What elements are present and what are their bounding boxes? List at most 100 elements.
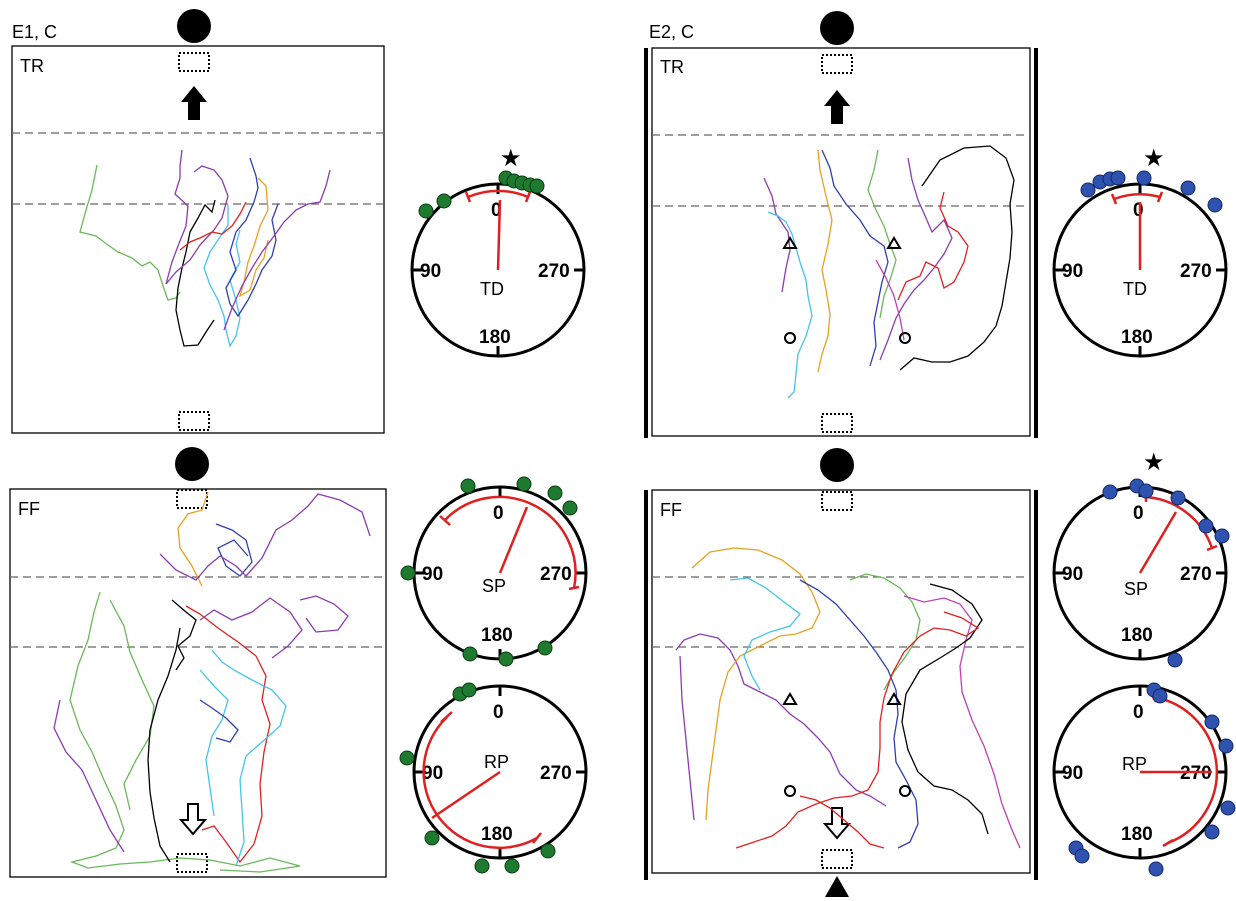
e2-tr-start-marker-icon: [784, 332, 796, 344]
e2-td-point: [1207, 197, 1223, 213]
e2-tr-box-top: [821, 54, 853, 74]
e2-sp-mean-vector: [1138, 511, 1178, 574]
e1-tr-track-cyan: [203, 205, 241, 348]
e1-tr-tracks: [79, 149, 331, 348]
e2-sp-data-points: [1102, 478, 1230, 668]
e2-td-label-90: 90: [1062, 261, 1083, 282]
e2-ff-track-red: [735, 611, 980, 849]
e1-ff-track-black2: [171, 599, 197, 671]
e2-rp-center-label: RP: [1122, 754, 1147, 774]
e2-rp-point: [1074, 848, 1090, 864]
e2-ff-box-top: [821, 491, 853, 511]
e1-rp-plot: 0 90 270 180 RP: [399, 682, 588, 874]
e2-ff-track-purple2: [679, 655, 695, 821]
e2-tr-track-black: [899, 145, 1015, 371]
e1-ff-track-cyan: [211, 649, 287, 867]
e2-ff-frame: [651, 489, 1031, 874]
e1-tr-arena: TR: [11, 45, 385, 434]
e1-tr-track-green: [79, 164, 181, 301]
e1-td-point: [436, 193, 452, 209]
e1-ff-light-icon: [175, 447, 209, 481]
e1-ff-tracks: [53, 491, 371, 873]
e1-tr-track-orange: [238, 177, 269, 298]
e2-sp-significance-icon: ★: [1143, 448, 1165, 476]
e2-rp-label-180: 180: [1121, 824, 1153, 845]
e1-sp-point: [462, 646, 478, 662]
e1-tr-track-blue: [225, 157, 279, 318]
e2-td-data-points: [1080, 170, 1223, 213]
e1-rp-mean-vector: [431, 770, 501, 820]
e1-ff-track-purple2: [159, 493, 371, 581]
e2-ff-start-marker-icon: [784, 785, 796, 797]
e1-tr-frame: [11, 45, 385, 434]
e2-ff-arena: FF: [644, 489, 1038, 897]
e1-sp-point: [562, 500, 578, 516]
e1-td-ci-arc: [467, 189, 529, 199]
e1-sp-data-points: [400, 476, 578, 667]
e2-tr-label: TR: [660, 57, 684, 77]
e1-ff-track-cyan2: [199, 669, 229, 817]
e2-td-point: [1180, 180, 1196, 196]
e2-sp-point: [1170, 490, 1186, 506]
e2-rp-point: [1204, 824, 1220, 840]
e2-rp-point: [1220, 800, 1236, 816]
e1-td-label-90: 90: [420, 261, 441, 282]
e1-rp-label-180: 180: [481, 824, 513, 845]
e2-tr-light-icon: [820, 11, 854, 45]
e2-td-significance-icon: ★: [1143, 144, 1165, 172]
e2-sp-center-label: SP: [1124, 579, 1148, 599]
e2-sp-label-270: 270: [1180, 564, 1212, 585]
e1-ff-track-orange: [177, 491, 209, 587]
e1-tr-track-purple: [165, 149, 229, 285]
e1-rp-ci-arc: [422, 716, 538, 849]
e1-ff-label: FF: [18, 499, 40, 519]
e1-ff-box-bottom: [176, 853, 208, 873]
e2-ff-exit-marker-icon: [825, 876, 849, 897]
e1-header: E1, C: [12, 22, 57, 42]
e2-td-ci-arc: [1113, 193, 1161, 201]
e1-sp-point: [516, 476, 532, 492]
e1-rp-ci-cap-right: [532, 832, 542, 844]
e2-td-point: [1080, 182, 1096, 198]
e1-rp-point: [399, 750, 415, 766]
e2-tr-track-blue: [821, 149, 889, 367]
e1-sp-mean-vector: [498, 506, 529, 574]
e1-td-label-0: 0: [491, 200, 502, 221]
e2-header: E2, C: [649, 22, 694, 42]
e2-td-point: [1110, 170, 1126, 186]
e2-ff-label: FF: [660, 500, 682, 520]
e2-ff-track-blue: [799, 579, 919, 849]
e2-tr-track-red: [897, 191, 969, 301]
e2-tr-track-cyan: [767, 211, 813, 399]
e1-td-center-label: TD: [480, 279, 504, 299]
e1-sp-point: [537, 640, 553, 656]
e2-tr-box-bottom: [821, 413, 853, 433]
e2-ff-track-cyan: [729, 577, 801, 691]
e1-sp-point: [460, 478, 476, 494]
e1-sp-center-label: SP: [482, 576, 506, 596]
e2-rp-point: [1148, 861, 1164, 877]
e2-sp-ci-arc: [1145, 495, 1214, 549]
e2-td-center-label: TD: [1123, 279, 1147, 299]
e2-sp-label-0: 0: [1133, 503, 1144, 524]
e2-tr-tracks: [763, 145, 1015, 399]
e1-tr-box-bottom: [178, 411, 210, 431]
e1-td-mean-vector: [496, 199, 502, 271]
e1-ff-arena: FF: [9, 488, 387, 878]
e2-ff-track-purple3: [903, 595, 1021, 849]
e1-ff-track-black: [147, 627, 181, 863]
e1-sp-ci-cap-left: [439, 515, 451, 526]
e1-tr-track-purple2: [223, 169, 331, 331]
e2-tr-heading-arrow-icon: [824, 90, 850, 124]
e2-rp-label-270: 270: [1180, 763, 1212, 784]
e1-td-plot: 0 90 270 180 TD ★: [410, 144, 586, 358]
e2-ff-turn-marker-icon: [886, 692, 902, 705]
e1-rp-point: [461, 682, 477, 698]
e2-ff-release-arrow-icon: [822, 807, 852, 840]
e1-rp-label-0: 0: [493, 702, 504, 723]
e1-ff-box-top: [176, 489, 208, 509]
e2-rp-label-90: 90: [1062, 763, 1083, 784]
e1-rp-label-90: 90: [422, 763, 443, 784]
e2-sp-label-180: 180: [1121, 625, 1153, 646]
